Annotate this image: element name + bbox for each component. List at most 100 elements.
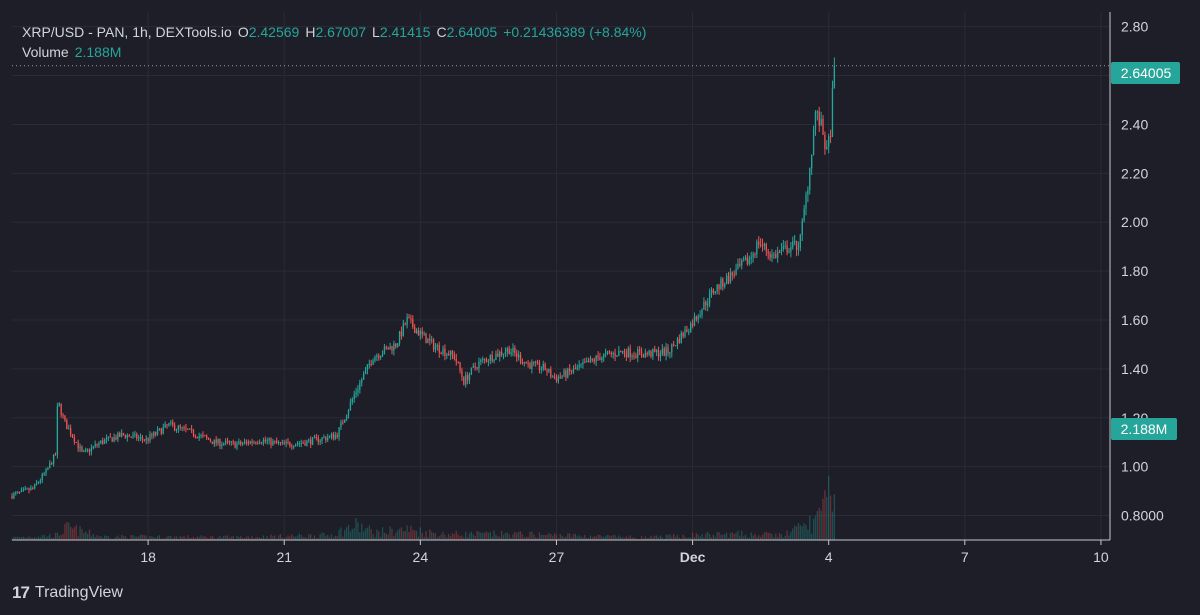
volume-bar: [550, 534, 552, 540]
candle-body: [226, 440, 229, 442]
candle-body: [731, 272, 733, 276]
symbol-title[interactable]: XRP/USD - PAN, 1h, DEXTools.io: [22, 24, 232, 40]
candle-body: [37, 482, 40, 484]
volume-bar: [368, 525, 370, 540]
candle-body: [293, 446, 295, 448]
volume-bar: [811, 533, 813, 540]
candle-body: [417, 330, 420, 336]
volume-bar: [674, 536, 677, 540]
candle-body: [39, 480, 42, 483]
candle-body: [750, 257, 752, 259]
volume-bar: [414, 530, 416, 540]
volume-bar: [786, 530, 788, 540]
candle-body: [640, 351, 643, 356]
candle-body: [599, 357, 601, 361]
candle-body: [115, 437, 117, 440]
volume-bar: [124, 536, 127, 540]
candle-body: [535, 361, 537, 363]
volume-bar: [761, 534, 764, 540]
volume-bar: [691, 532, 694, 540]
x-tick-label: 7: [961, 549, 969, 565]
candle-body: [183, 427, 185, 429]
candle-body: [253, 441, 255, 443]
volume-bar: [90, 536, 93, 540]
high-label: H: [305, 24, 316, 40]
volume-label[interactable]: Volume: [22, 44, 69, 60]
candle-body: [489, 354, 491, 361]
candle-body: [296, 443, 299, 445]
candle-body: [370, 363, 372, 365]
candle-body: [703, 301, 705, 310]
candle-body: [485, 359, 488, 362]
candle-body: [119, 433, 121, 437]
volume-bar: [43, 534, 45, 540]
candle-body: [164, 424, 166, 428]
volume-bar: [266, 536, 268, 540]
candle-body: [328, 435, 331, 438]
candle-body: [788, 251, 790, 253]
candle-body: [525, 361, 527, 364]
candle-body: [194, 435, 197, 437]
volume-bar: [814, 515, 817, 540]
volume-bar: [30, 537, 32, 540]
volume-bar: [202, 536, 204, 540]
candle-body: [24, 488, 26, 490]
volume-bar: [795, 526, 798, 540]
candle-body: [313, 436, 316, 438]
candle-body: [156, 429, 159, 435]
price-axis[interactable]: 0.80001.001.201.401.601.802.002.202.402.…: [1121, 19, 1164, 524]
close-label: C: [436, 24, 447, 40]
volume-bar: [113, 538, 115, 540]
volume-bar: [655, 535, 658, 540]
volume-bar: [107, 536, 110, 540]
volume-bar: [393, 536, 395, 540]
volume-bar: [340, 527, 342, 540]
volume-bar: [429, 529, 431, 540]
candle-body: [304, 443, 306, 446]
volume-bar: [514, 531, 516, 540]
volume-bar: [440, 534, 442, 540]
candle-body: [223, 443, 225, 445]
volume-bar: [714, 536, 716, 540]
volume-bar: [88, 529, 91, 540]
y-tick-label: 1.40: [1121, 361, 1148, 377]
volume-bar: [746, 537, 749, 540]
volume-bar: [472, 534, 474, 540]
volume-bar: [81, 529, 83, 540]
volume-bar: [383, 532, 386, 540]
candle-body: [431, 339, 433, 341]
volume-bar: [308, 534, 310, 540]
volume-bar: [204, 536, 206, 540]
candle-body: [111, 437, 113, 442]
volume-bar: [620, 537, 622, 540]
volume-bar: [748, 537, 750, 540]
candle-body: [595, 355, 597, 362]
candle-body: [508, 348, 510, 355]
tradingview-brand[interactable]: 17 TradingView: [12, 583, 123, 603]
volume-bar: [463, 537, 465, 540]
volume-bar: [652, 537, 654, 540]
candle-body: [302, 442, 304, 444]
volume-bar: [807, 529, 809, 540]
volume-bar: [659, 535, 662, 540]
volume-bar: [546, 534, 548, 540]
candle-body: [185, 427, 187, 429]
candle-body: [716, 284, 718, 292]
volume-bar: [561, 535, 563, 540]
candle-body: [710, 289, 713, 293]
candle-body: [801, 220, 803, 235]
candle-body: [644, 352, 646, 358]
y-tick-label: 1.60: [1121, 312, 1148, 328]
volume-bar: [504, 532, 507, 540]
candle-body: [270, 438, 272, 446]
candle-body: [332, 433, 335, 439]
volume-bar: [603, 536, 605, 540]
volume-bar: [665, 534, 667, 540]
candle-body: [410, 318, 412, 320]
candle-body: [207, 437, 210, 440]
time-axis[interactable]: 18 21 24 27 Dec 4 7 10: [140, 540, 1109, 565]
volume-bar: [253, 538, 255, 540]
volume-bar: [646, 538, 648, 540]
candle-body: [342, 422, 344, 424]
